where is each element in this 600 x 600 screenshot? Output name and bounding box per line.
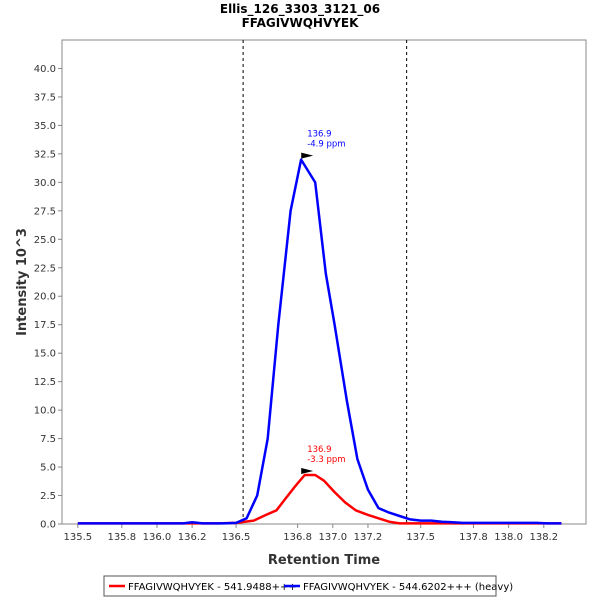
y-tick-label: 12.5 — [34, 377, 56, 388]
peak-arrow-icon — [301, 152, 314, 159]
series-lines — [77, 158, 562, 525]
series-line-heavy — [77, 158, 562, 525]
plot-area — [61, 39, 587, 525]
x-tick-label: 136.2 — [178, 532, 207, 543]
y-axis-label: Intensity 10^3 — [15, 228, 30, 336]
x-tick-label: 138.0 — [494, 532, 523, 543]
x-tick-label: 138.2 — [529, 532, 558, 543]
y-tick-label: 22.5 — [34, 263, 56, 274]
x-axis-label: Retention Time — [268, 553, 380, 568]
y-tick-label: 20.0 — [34, 292, 56, 303]
y-tick-label: 35.0 — [34, 121, 56, 132]
y-tick-label: 10.0 — [34, 406, 56, 417]
y-tick-label: 15.0 — [34, 349, 56, 360]
y-tick-label: 2.5 — [40, 491, 56, 502]
legend: FFAGIVWQHVYEK - 541.9488+++ FFAGIVWQHVYE… — [103, 575, 513, 597]
x-tick-label: 137.5 — [406, 532, 435, 543]
legend-label-heavy: FFAGIVWQHVYEK - 544.6202+++ (heavy) — [303, 582, 513, 593]
y-tick-label: 17.5 — [34, 320, 56, 331]
x-tick-label: 136.5 — [222, 532, 251, 543]
peak-rt-label: 136.9 — [307, 130, 331, 140]
y-tick-label: 0.0 — [40, 520, 56, 531]
legend-label-light: FFAGIVWQHVYEK - 541.9488+++ — [128, 582, 297, 593]
x-tick-label: 136.8 — [283, 532, 312, 543]
y-tick-label: 27.5 — [34, 206, 56, 217]
peak-arrow-icon — [301, 468, 314, 475]
chart-title: Ellis_126_3303_3121_06 — [220, 2, 380, 17]
x-axis: 135.5 135.8 136.0 136.2 136.5 136.8 137.0 137.2… — [64, 524, 558, 543]
peak-rt-label: 136.9 — [307, 445, 331, 455]
x-tick-label: 135.5 — [64, 532, 93, 543]
x-tick-label: 136.0 — [143, 532, 172, 543]
peak-boundaries — [242, 40, 408, 524]
y-tick-label: 5.0 — [40, 463, 56, 474]
peak-ppm-label: -4.9 ppm — [307, 140, 345, 150]
chart-subtitle: FFAGIVWQHVYEK — [242, 16, 360, 30]
y-tick-label: 7.5 — [40, 434, 56, 445]
y-tick-label: 37.5 — [34, 92, 56, 103]
y-tick-label: 40.0 — [34, 64, 56, 75]
y-tick-label: 32.5 — [34, 149, 56, 160]
y-axis: 0.0 2.5 5.0 7.5 10.0 12.5 15.0 17.5 20.0 22.5 25.0… — [34, 64, 62, 531]
x-tick-label: 135.8 — [107, 532, 136, 543]
x-tick-label: 137.8 — [459, 532, 488, 543]
y-tick-label: 30.0 — [34, 178, 56, 189]
x-tick-label: 137.0 — [318, 532, 347, 543]
peak-ppm-label: -3.3 ppm — [307, 455, 345, 465]
x-tick-label: 137.2 — [354, 532, 383, 543]
y-tick-label: 25.0 — [34, 235, 56, 246]
